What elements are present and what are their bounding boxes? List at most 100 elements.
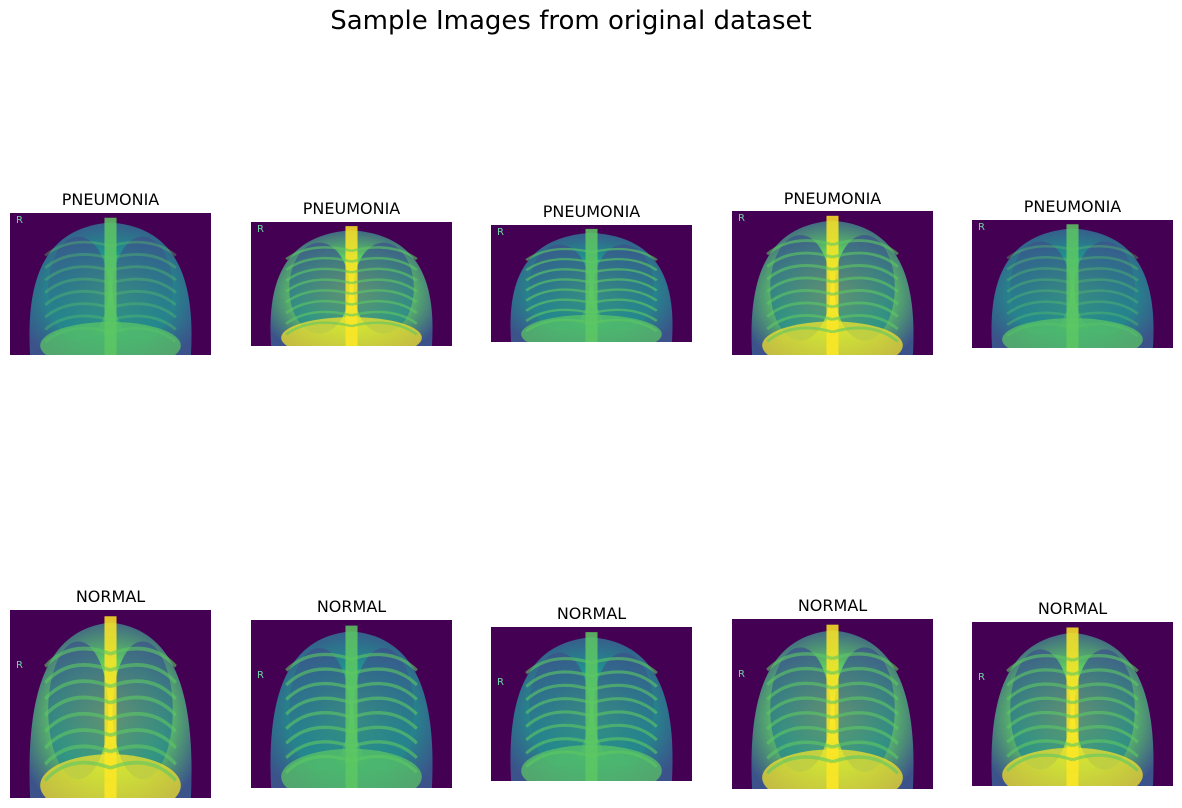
rib [1072,256,1139,271]
rib [285,740,352,760]
rib [591,723,658,742]
rib [110,728,177,750]
panel-title: PNEUMONIA [783,189,882,208]
rib [832,652,899,672]
panel-title: NORMAL [75,587,146,606]
rib [525,298,592,312]
rib [832,740,899,760]
rib [591,750,658,768]
rib [832,301,899,318]
rib [766,239,833,256]
rib [832,666,899,687]
rib [1006,300,1073,315]
rib [766,326,833,343]
xray-image: R [10,213,211,355]
xray-graphic [251,620,452,788]
side-marker: R [257,224,264,235]
rib [1006,244,1073,260]
rib [285,246,352,261]
rib [525,723,592,742]
rib [110,711,177,734]
rib [351,681,418,701]
side-marker: R [978,672,985,683]
rib [351,246,418,261]
rib [1072,322,1139,338]
rib [285,681,352,701]
rib [832,711,899,731]
xray-graphic [491,225,692,342]
rib [44,277,111,294]
panel-title: NORMAL [316,597,387,616]
rib [525,750,592,768]
rib [832,696,899,716]
rib [591,278,658,292]
rib [1006,289,1073,304]
rib [591,710,658,728]
rib [591,683,658,702]
xray-image: R [972,622,1173,786]
rib [285,289,352,304]
xray-image: R [491,225,692,342]
rib [44,662,111,685]
rib [1006,654,1073,673]
rib [110,277,177,294]
rib [351,267,418,282]
rib [285,321,352,336]
rib [1072,244,1139,260]
rib [832,681,899,701]
panel-title: NORMAL [556,604,627,623]
rib [1072,278,1139,293]
rib [110,326,177,343]
xray-graphic [732,619,933,789]
rib [351,696,418,716]
rib [44,302,111,319]
rib [832,313,899,331]
xray-graphic [10,610,211,798]
side-marker: R [497,227,504,238]
figure-title: Sample Images from original dataset [330,6,812,36]
rib [766,755,833,775]
rib [1006,739,1073,758]
rib [766,251,833,268]
rib [766,313,833,331]
xray-image: R [10,610,211,798]
side-marker: R [16,215,23,226]
rib [44,760,111,782]
rib [766,666,833,687]
rib [1006,278,1073,293]
rib [44,728,111,750]
rib [110,289,177,306]
side-marker: R [497,677,504,688]
rib [44,711,111,734]
rib [1006,668,1073,687]
rib [285,696,352,716]
rib [110,744,177,766]
rib [525,657,592,675]
rib [44,326,111,343]
rib [591,288,658,302]
side-marker: R [738,669,745,680]
rib [44,646,111,668]
rib [591,697,658,715]
rib [832,251,899,268]
rib [1006,256,1073,271]
rib [351,652,418,672]
rib [591,247,658,261]
rib [1072,289,1139,304]
rib [1006,322,1073,338]
rib [525,288,592,302]
side-marker: R [978,222,985,233]
xray-image: R [251,222,452,346]
xray-image: R [251,620,452,788]
rib [832,725,899,745]
rib [351,711,418,730]
rib [110,240,177,257]
xray-image: R [732,619,933,789]
rib [832,239,899,256]
rib [525,278,592,292]
xray-graphic [972,622,1173,786]
rib [591,308,658,322]
rib [1006,682,1073,701]
rib [832,755,899,775]
rib [525,683,592,702]
